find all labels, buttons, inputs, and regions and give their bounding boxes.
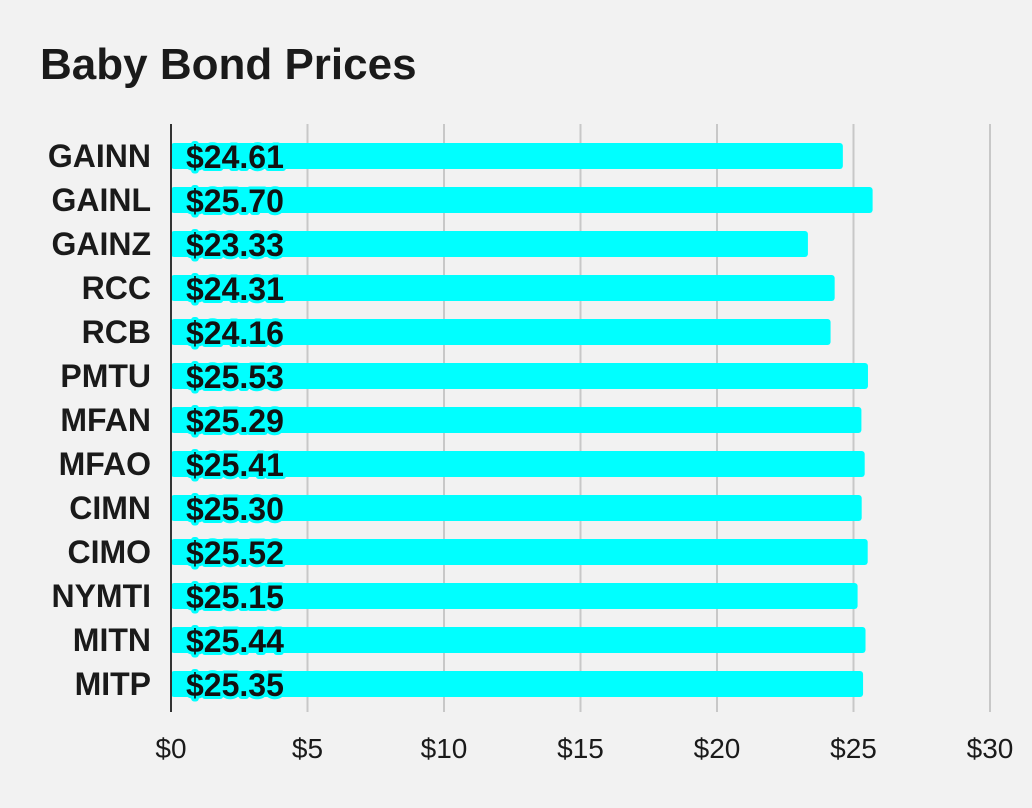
category-label: GAINL [51,182,151,218]
bar [171,671,864,697]
data-label: $25.35 [186,667,284,703]
data-label: $25.53 [186,359,284,395]
bar [171,495,862,521]
data-label: $25.41 [186,447,284,483]
category-label: RCB [82,314,151,350]
category-label: GAINN [48,138,151,174]
data-label: $25.30 [186,491,284,527]
category-label: PMTU [60,358,151,394]
bar [171,451,865,477]
data-label: $25.29 [186,403,284,439]
category-label: MITN [73,622,151,658]
x-tick-label: $25 [830,733,877,764]
chart-title: Baby Bond Prices [40,40,417,89]
bar [171,231,808,257]
data-label: $24.31 [186,271,284,307]
x-tick-label: $10 [421,733,468,764]
data-label: $24.61 [186,139,284,175]
data-label: $25.52 [186,535,284,571]
x-tick-label: $15 [557,733,604,764]
category-label: GAINZ [51,226,151,262]
bar [171,363,868,389]
bar [171,407,862,433]
x-tick-label: $0 [155,733,186,764]
bar [171,275,835,301]
bar [171,539,868,565]
x-tick-label: $30 [967,733,1014,764]
data-label: $23.33 [186,227,284,263]
data-label: $25.44 [186,623,284,659]
category-label: CIMO [67,534,151,570]
x-tick-label: $20 [694,733,741,764]
data-label: $25.70 [186,183,284,219]
category-label: MFAN [60,402,151,438]
bar [171,627,866,653]
x-tick-label: $5 [292,733,323,764]
category-label: NYMTI [51,578,151,614]
data-label: $25.15 [186,579,284,615]
bar [171,319,831,345]
category-label: RCC [82,270,151,306]
category-label: MITP [75,666,151,702]
category-label: MFAO [59,446,151,482]
bar [171,143,843,169]
category-label: CIMN [69,490,151,526]
bar [171,187,873,213]
bar [171,583,858,609]
data-label: $24.16 [186,315,284,351]
